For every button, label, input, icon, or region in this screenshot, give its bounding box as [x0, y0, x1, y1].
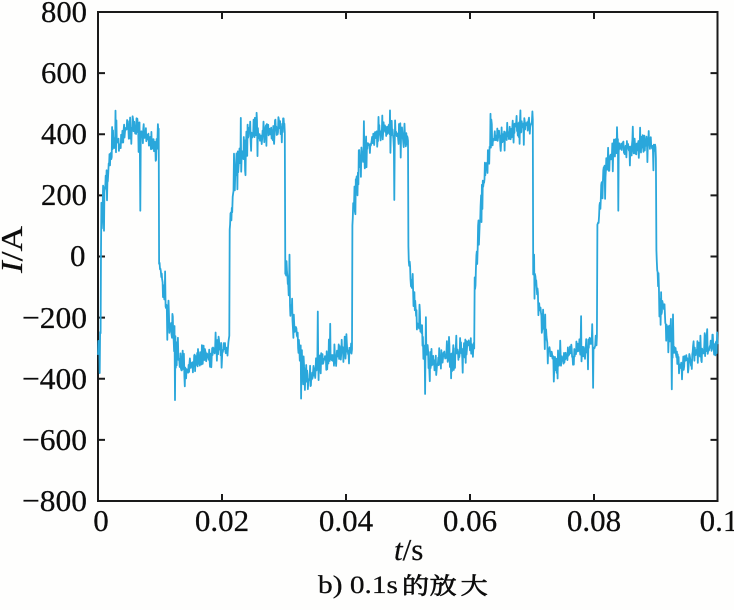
- svg-text:0.08: 0.08: [567, 503, 621, 538]
- svg-text:200: 200: [41, 177, 87, 212]
- svg-text:t/s: t/s: [394, 532, 423, 567]
- svg-text:−600: −600: [22, 422, 87, 457]
- svg-text:I/A: I/A: [0, 225, 29, 274]
- svg-text:0.06: 0.06: [443, 503, 497, 538]
- svg-text:−400: −400: [22, 361, 87, 396]
- svg-text:0.1: 0.1: [700, 503, 734, 538]
- svg-text:400: 400: [41, 116, 87, 151]
- svg-text:0: 0: [93, 503, 109, 538]
- svg-text:0.02: 0.02: [195, 503, 249, 538]
- svg-text:0.04: 0.04: [319, 503, 374, 538]
- svg-text:0: 0: [70, 238, 86, 273]
- svg-text:−200: −200: [22, 300, 87, 335]
- svg-text:b) 0.1s: b) 0.1s: [318, 572, 398, 599]
- svg-text:600: 600: [41, 55, 87, 90]
- svg-text:800: 800: [41, 0, 87, 29]
- svg-text:−800: −800: [22, 483, 87, 518]
